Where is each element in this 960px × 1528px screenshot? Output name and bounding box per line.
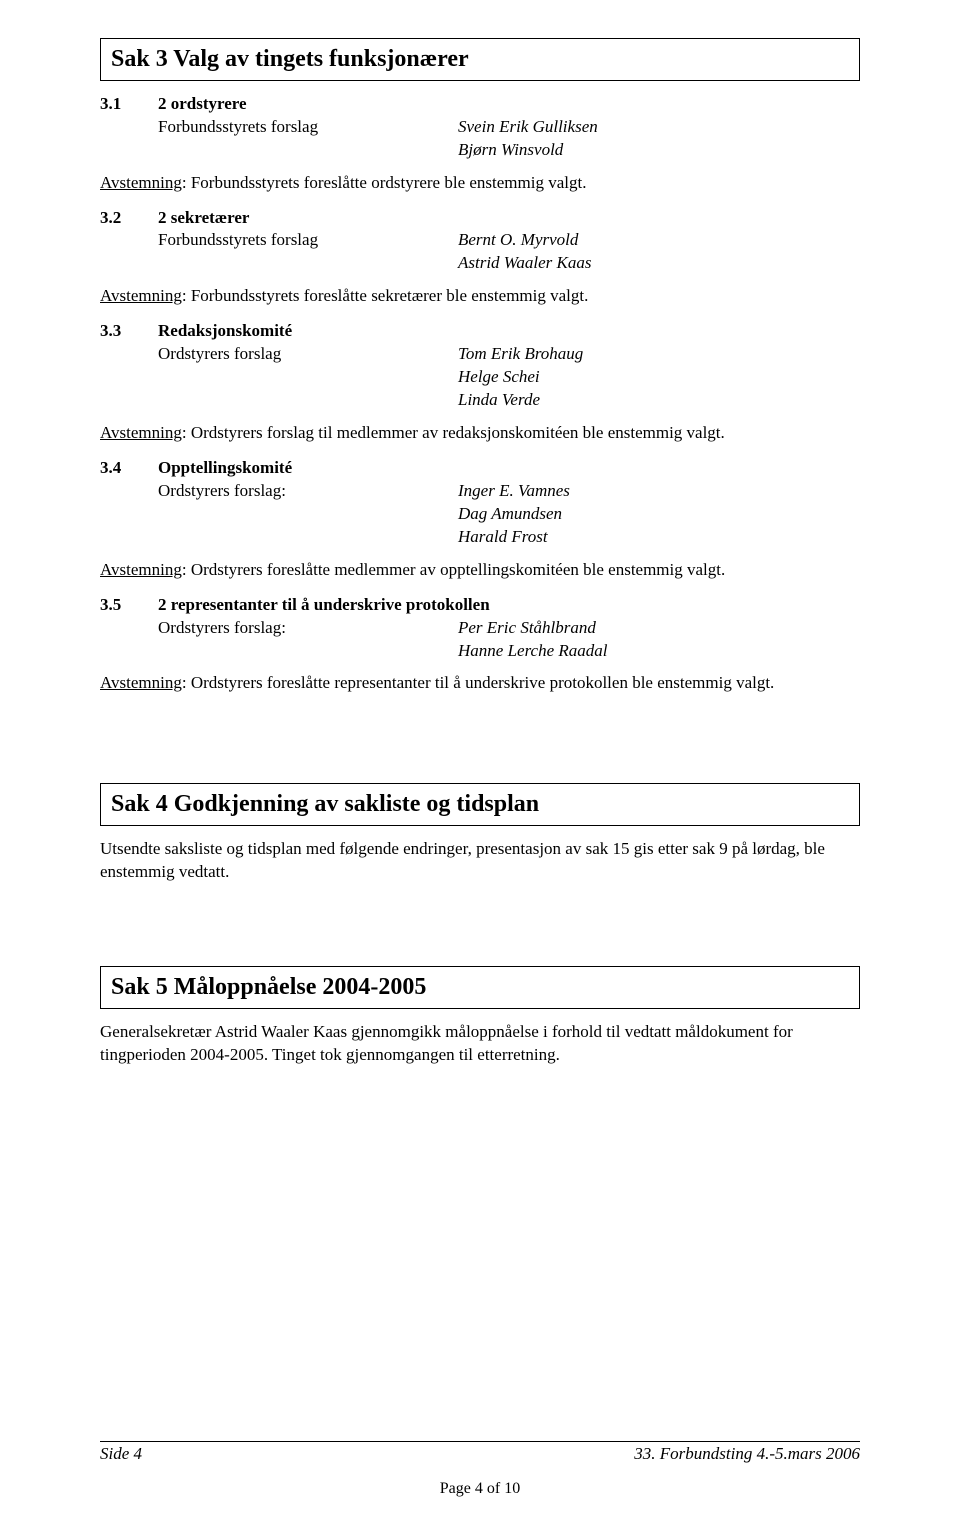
subsection-heading: Opptellingskomité: [158, 457, 292, 480]
subsection-number: 3.5: [100, 594, 158, 617]
vote-text: : Forbundsstyrets foreslåtte ordstyrere …: [182, 173, 587, 192]
vote-label: Avstemning: [100, 673, 182, 692]
proposed-name: Linda Verde: [458, 389, 583, 412]
subsection-3-1: 3.1 2 ordstyrere Forbundsstyrets forslag…: [100, 93, 860, 162]
subsection-number: 3.1: [100, 93, 158, 116]
subsection-number: 3.2: [100, 207, 158, 230]
sak5-title: Sak 5 Måloppnåelse 2004-2005: [111, 973, 849, 1002]
subsection-heading: 2 ordstyrere: [158, 93, 247, 116]
vote-result: Avstemning: Ordstyrers foreslåtte medlem…: [100, 559, 860, 582]
proposed-name: Astrid Waaler Kaas: [458, 252, 592, 275]
proposed-name: Svein Erik Gulliksen: [458, 116, 598, 139]
vote-text: : Ordstyrers foreslåtte medlemmer av opp…: [182, 560, 725, 579]
sak4-paragraph: Utsendte saksliste og tidsplan med følge…: [100, 838, 860, 884]
vote-result: Avstemning: Ordstyrers foreslåtte repres…: [100, 672, 860, 695]
subsection-number: 3.4: [100, 457, 158, 480]
sak4-title-box: Sak 4 Godkjenning av sakliste og tidspla…: [100, 783, 860, 826]
vote-text: : Forbundsstyrets foreslåtte sekretærer …: [182, 286, 589, 305]
sak5-title-box: Sak 5 Måloppnåelse 2004-2005: [100, 966, 860, 1009]
proposed-name: Bernt O. Myrvold: [458, 229, 592, 252]
subsection-3-5: 3.5 2 representanter til å underskrive p…: [100, 594, 860, 663]
vote-text: : Ordstyrers foreslåtte representanter t…: [182, 673, 774, 692]
vote-result: Avstemning: Ordstyrers forslag til medle…: [100, 422, 860, 445]
sak5-paragraph: Generalsekretær Astrid Waaler Kaas gjenn…: [100, 1021, 860, 1067]
proposal-label: Ordstyrers forslag:: [158, 617, 458, 663]
subsection-heading: Redaksjonskomité: [158, 320, 292, 343]
proposal-label: Forbundsstyrets forslag: [158, 229, 458, 275]
subsection-3-4: 3.4 Opptellingskomité Ordstyrers forslag…: [100, 457, 860, 549]
vote-label: Avstemning: [100, 423, 182, 442]
sak3-title-box: Sak 3 Valg av tingets funksjonærer: [100, 38, 860, 81]
footer-right: 33. Forbundsting 4.-5.mars 2006: [634, 1444, 860, 1464]
sak3-title: Sak 3 Valg av tingets funksjonærer: [111, 45, 849, 74]
proposed-name: Per Eric Ståhlbrand: [458, 617, 608, 640]
vote-label: Avstemning: [100, 560, 182, 579]
sak4-title: Sak 4 Godkjenning av sakliste og tidspla…: [111, 790, 849, 819]
subsection-3-3: 3.3 Redaksjonskomité Ordstyrers forslag …: [100, 320, 860, 412]
page-number: Page 4 of 10: [0, 1480, 960, 1498]
proposed-name: Bjørn Winsvold: [458, 139, 598, 162]
vote-result: Avstemning: Forbundsstyrets foreslåtte s…: [100, 285, 860, 308]
vote-result: Avstemning: Forbundsstyrets foreslåtte o…: [100, 172, 860, 195]
proposal-label: Forbundsstyrets forslag: [158, 116, 458, 162]
vote-text: : Ordstyrers forslag til medlemmer av re…: [182, 423, 725, 442]
proposed-name: Harald Frost: [458, 526, 570, 549]
proposed-name: Hanne Lerche Raadal: [458, 640, 608, 663]
proposal-label: Ordstyrers forslag:: [158, 480, 458, 549]
subsection-heading: 2 representanter til å underskrive proto…: [158, 594, 490, 617]
subsection-number: 3.3: [100, 320, 158, 343]
proposed-name: Tom Erik Brohaug: [458, 343, 583, 366]
vote-label: Avstemning: [100, 286, 182, 305]
proposed-name: Dag Amundsen: [458, 503, 570, 526]
page-footer: Side 4 33. Forbundsting 4.-5.mars 2006: [100, 1441, 860, 1464]
proposed-name: Helge Schei: [458, 366, 583, 389]
proposal-label: Ordstyrers forslag: [158, 343, 458, 412]
subsection-3-2: 3.2 2 sekretærer Forbundsstyrets forslag…: [100, 207, 860, 276]
proposed-name: Inger E. Vamnes: [458, 480, 570, 503]
vote-label: Avstemning: [100, 173, 182, 192]
page: Sak 3 Valg av tingets funksjonærer 3.1 2…: [0, 0, 960, 1528]
subsection-heading: 2 sekretærer: [158, 207, 249, 230]
footer-left: Side 4: [100, 1444, 142, 1464]
